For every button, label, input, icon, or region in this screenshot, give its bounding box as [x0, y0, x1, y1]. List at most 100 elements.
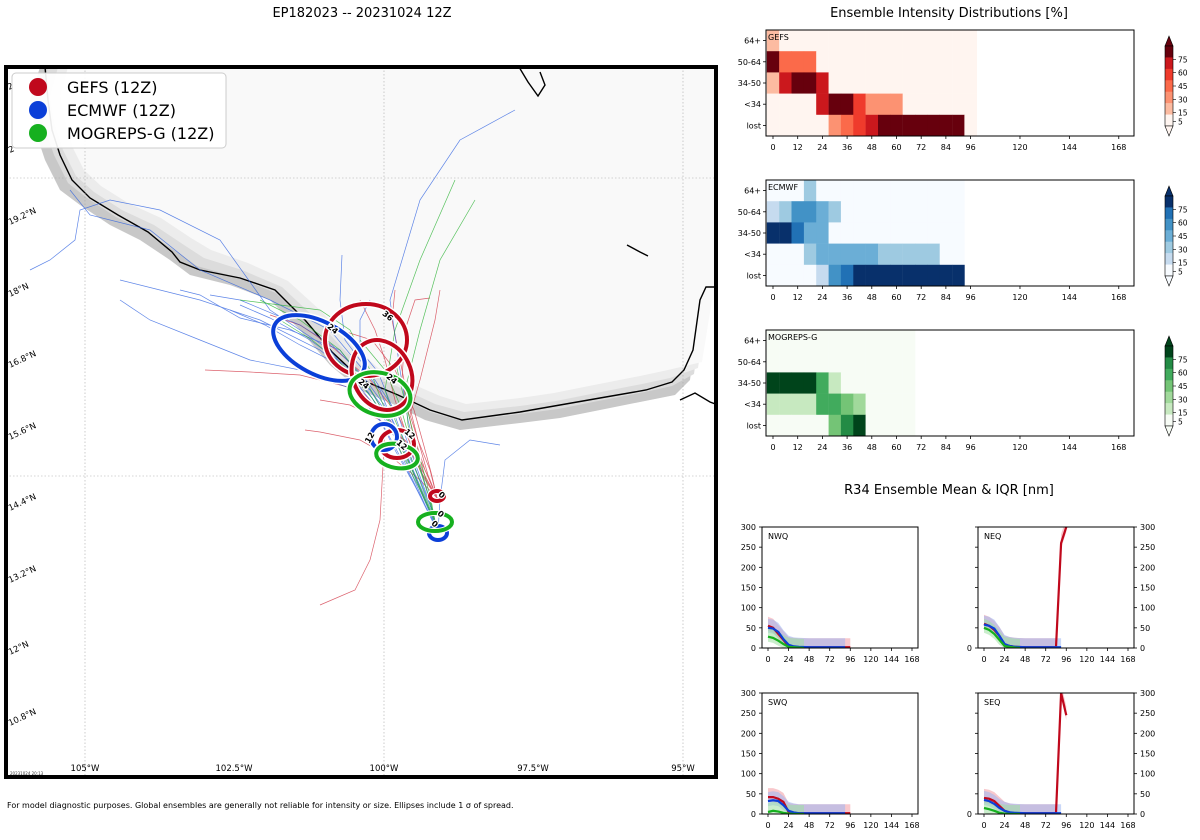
heatmap-cell	[828, 393, 842, 416]
heatmap-cell	[915, 264, 928, 287]
heatmap-x-tick: 24	[817, 143, 827, 152]
heatmap-cell	[791, 30, 805, 52]
r34-x-tick: 120	[1079, 821, 1094, 830]
heatmap-cell	[915, 93, 928, 116]
heatmap-cell	[902, 93, 916, 116]
r34-y-tick: 200	[1140, 729, 1155, 738]
r34-y-tick: 200	[741, 563, 756, 572]
heatmap-cell	[878, 393, 891, 416]
r34-x-tick: 24	[783, 655, 793, 664]
map-frame	[4, 65, 718, 779]
heatmap-row-label: 50-64	[738, 208, 761, 217]
colorbar-tick: 5	[1178, 118, 1183, 127]
heatmap-cell	[828, 72, 842, 94]
heatmap-cell	[779, 114, 792, 137]
intensity-heatmaps: GEFS 64+ 50-64 34-50 <34 lost 0 12 24 36 48 60 72 84 9…	[738, 29, 1188, 452]
r34-x-tick: 120	[863, 821, 878, 830]
heatmap-cell	[816, 264, 829, 287]
r34-y-tick: 250	[1140, 543, 1155, 552]
intensity-title: Ensemble Intensity Distributions [%]	[830, 6, 1068, 21]
r34-x-tick: 168	[1120, 655, 1135, 664]
heatmap-cell	[939, 243, 953, 266]
heatmap-cell	[890, 351, 903, 373]
r34-y-tick: 100	[741, 604, 756, 613]
heatmap-cell	[803, 372, 817, 394]
heatmap-x-tick: 96	[965, 143, 975, 152]
heatmap-cell	[791, 51, 805, 73]
heatmap-cell	[816, 72, 829, 94]
gefs-ellipse-0h[interactable]	[428, 489, 446, 503]
r34-x-tick: 96	[845, 655, 855, 664]
r34-y-tick: 0	[1140, 810, 1145, 819]
heatmap-cell	[816, 180, 829, 202]
r34-y-tick: 150	[741, 750, 756, 759]
heatmap-cell	[890, 330, 903, 352]
heatmap-cell	[915, 222, 928, 244]
heatmap-x-tick: 48	[867, 293, 877, 302]
heatmap-cell	[902, 264, 916, 287]
r34-x-tick: 168	[904, 655, 919, 664]
heatmap-x-tick: 168	[1111, 143, 1126, 152]
heatmap-cell	[853, 72, 866, 94]
r34-x-tick: 0	[981, 821, 986, 830]
ecmwf-ellipse-12h[interactable]	[369, 422, 399, 452]
r34-y-tick: 50	[746, 624, 756, 633]
heatmap-cell	[902, 414, 916, 437]
lon-label-97.5: 97.5°W	[517, 764, 549, 774]
ellipses-mogreps	[345, 366, 455, 534]
heatmap-cell	[853, 330, 866, 352]
heatmap-panel-label: MOGREPS-G	[768, 333, 817, 342]
heatmap-cell	[803, 264, 817, 287]
heatmap-cell	[779, 243, 792, 266]
heatmap-x-tick: 72	[916, 143, 926, 152]
colorbar-tick: 30	[1178, 95, 1188, 104]
heatmap-gefs: GEFS 64+ 50-64 34-50 <34 lost 0 12 24 36 48 60 72 84 9…	[738, 29, 1188, 152]
heatmap-cell	[816, 372, 829, 394]
heatmap-panel-label: GEFS	[768, 33, 789, 42]
heatmap-cell	[890, 201, 903, 223]
heatmap-cell	[939, 93, 953, 116]
heatmap-cell	[766, 51, 780, 73]
heatmap-cell	[816, 351, 829, 373]
heatmap-cell	[865, 180, 879, 202]
heatmap-cell	[766, 372, 780, 394]
r34-x-tick: 168	[904, 821, 919, 830]
heatmap-cell	[865, 393, 879, 416]
heatmap-cell	[952, 72, 965, 94]
heatmap-cell	[766, 72, 780, 94]
heatmap-cell	[890, 72, 903, 94]
heatmap-cell	[828, 414, 842, 437]
heatmap-cell	[853, 114, 866, 137]
r34-x-tick: 168	[1120, 821, 1135, 830]
colorbar-tick: 75	[1178, 55, 1188, 64]
r34-y-tick: 250	[741, 709, 756, 718]
r34-x-tick: 48	[804, 655, 814, 664]
r34-y-tick: 0	[751, 644, 756, 653]
heatmap-x-tick: 84	[941, 143, 951, 152]
r34-y-tick: 100	[741, 770, 756, 779]
colorbar-tick: 15	[1178, 259, 1188, 268]
heatmap-cell	[902, 180, 916, 202]
r34-y-tick: 200	[741, 729, 756, 738]
heatmap-cell	[766, 393, 780, 416]
heatmap-cell	[865, 243, 879, 266]
heatmap-cell	[791, 180, 805, 202]
mogreps-ellipse-24h[interactable]	[345, 366, 416, 423]
heatmap-cell	[927, 30, 940, 52]
r34-mean-line-ecmwf	[767, 799, 846, 814]
r34-y-tick: 50	[1140, 790, 1150, 799]
heatmap-cell	[779, 264, 792, 287]
heatmap-cell	[853, 264, 866, 287]
heatmap-cell	[952, 30, 965, 52]
heatmap-x-tick: 60	[891, 293, 901, 302]
heatmap-row-label: <34	[744, 400, 761, 409]
r34-y-tick-left: 0	[967, 810, 972, 819]
heatmap-cell	[828, 222, 842, 244]
mogreps-ellipse-12h[interactable]	[374, 441, 420, 472]
heatmap-cell	[791, 114, 805, 137]
heatmap-cell	[766, 222, 780, 244]
heatmap-cell	[878, 114, 891, 137]
gefs-ellipse-24h[interactable]	[341, 330, 424, 420]
mogreps-ellipse-0h[interactable]	[416, 511, 454, 533]
r34-mean-line-mogreps-g	[767, 809, 804, 814]
